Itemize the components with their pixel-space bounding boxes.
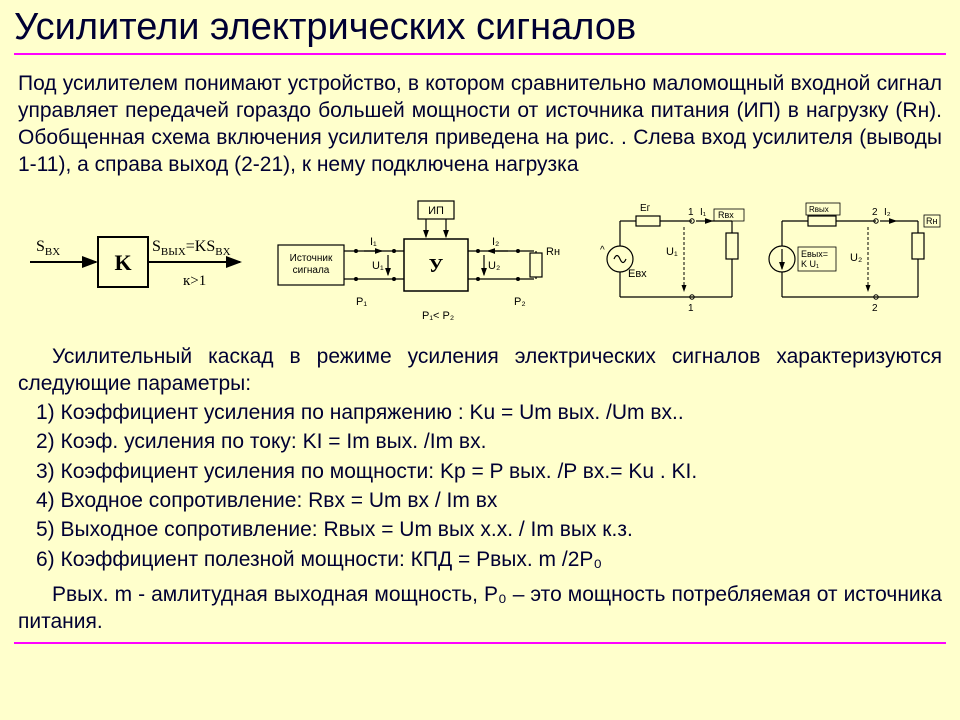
param-item: 5) Выходное сопротивление: Rвых = Um вых… bbox=[36, 516, 942, 544]
bottom-underline bbox=[14, 642, 946, 644]
svg-text:У: У bbox=[429, 255, 444, 277]
svg-text:к>1: к>1 bbox=[183, 273, 206, 289]
svg-text:Rвх: Rвх bbox=[718, 210, 734, 220]
svg-text:U₂: U₂ bbox=[850, 252, 862, 264]
intro-paragraph: Под усилителем понимают устройство, в ко… bbox=[0, 55, 960, 187]
param-item: 4) Входное сопротивление: Rвх = Um вх / … bbox=[36, 487, 942, 515]
svg-text:SBЫX=KSBX: SBЫX=KSBX bbox=[152, 238, 231, 258]
svg-text:K U₁: K U₁ bbox=[801, 259, 819, 269]
svg-text:1: 1 bbox=[688, 207, 694, 218]
svg-text:I₂: I₂ bbox=[492, 236, 499, 248]
svg-text:P₂: P₂ bbox=[514, 296, 526, 308]
diagram-amplifier-block: ИП Источник сигнала У I₁ U₁ I₂ U bbox=[270, 197, 570, 327]
svg-text:P₁: P₁ bbox=[356, 296, 367, 308]
svg-text:сигнала: сигнала bbox=[293, 265, 330, 276]
diagram-k-block: K SBX SBЫX=KSBX к>1 bbox=[18, 207, 248, 317]
svg-text:2: 2 bbox=[872, 303, 878, 314]
svg-text:ИП: ИП bbox=[428, 205, 444, 217]
footnote: Pвых. m - амлитудная выходная мощность, … bbox=[0, 575, 960, 640]
param-item: 2) Коэф. усиления по току: KI = Im вых. … bbox=[36, 428, 942, 456]
svg-text:U₁: U₁ bbox=[372, 260, 384, 272]
svg-text:Eвых=: Eвых= bbox=[801, 249, 828, 259]
svg-text:K: K bbox=[114, 250, 131, 275]
params-intro: Усилительный каскад в режиме усиления эл… bbox=[0, 331, 960, 398]
page-title: Усилители электрических сигналов bbox=[14, 6, 946, 49]
svg-text:Rн: Rн bbox=[926, 216, 937, 226]
svg-text:SBX: SBX bbox=[36, 238, 60, 258]
diagram-row: K SBX SBЫX=KSBX к>1 ИП Источник сигнала … bbox=[0, 187, 960, 331]
svg-text:I₁: I₁ bbox=[700, 207, 707, 218]
svg-text:Eвх: Eвх bbox=[628, 268, 647, 280]
svg-text:I₂: I₂ bbox=[884, 207, 891, 218]
svg-text:1: 1 bbox=[688, 303, 694, 314]
svg-text:Rн: Rн bbox=[546, 246, 560, 258]
svg-text:U₁: U₁ bbox=[666, 246, 678, 258]
diagram-equiv-circuit: ^ Eвх Eг 1 I₁ Rвх U₁ 1 Eвых= K U₁ bbox=[592, 197, 942, 327]
svg-text:U₂: U₂ bbox=[488, 260, 500, 272]
svg-text:Rвых: Rвых bbox=[809, 205, 829, 214]
params-list: 1) Коэффициент усиления по напряжению : … bbox=[0, 397, 960, 574]
param-item: 1) Коэффициент усиления по напряжению : … bbox=[36, 399, 942, 427]
svg-text:Eг: Eг bbox=[640, 203, 651, 214]
svg-text:^: ^ bbox=[600, 245, 605, 256]
title-block: Усилители электрических сигналов bbox=[0, 0, 960, 51]
svg-text:P₁< P₂: P₁< P₂ bbox=[422, 310, 454, 322]
svg-text:I₁: I₁ bbox=[370, 236, 377, 248]
svg-text:2: 2 bbox=[872, 207, 878, 218]
param-item: 3) Коэффициент усиления по мощности: Kp … bbox=[36, 458, 942, 486]
param-item: 6) Коэффициент полезной мощности: КПД = … bbox=[36, 546, 942, 574]
svg-text:Источник: Источник bbox=[290, 253, 333, 264]
